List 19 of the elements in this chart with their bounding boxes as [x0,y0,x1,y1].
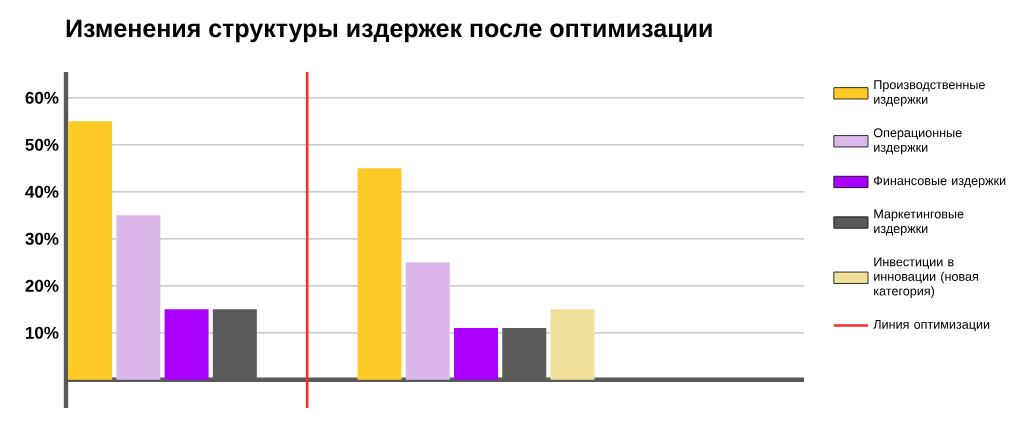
y-tick-label: 60% [25,91,59,104]
y-tick-label: 50% [25,138,59,151]
y-tick-label: 40% [25,185,59,198]
legend-label: Инвестиции в инновации (новая категория) [874,257,978,298]
bar [116,215,161,380]
bar [405,262,450,380]
bar [357,168,402,380]
y-tick-label: 30% [25,232,59,245]
y-tick-label: 10% [25,326,59,339]
bar [454,328,499,380]
legend-label: Маркетинговые издержки [874,209,964,236]
y-tick-label: 20% [25,279,59,292]
chart-title: Изменения структуры издержек после оптимизации [66,19,712,43]
legend-label: Финансовые издержки [874,176,1006,188]
bar [550,309,595,380]
legend-label: Производственные издержки [874,80,985,107]
bar [164,309,209,380]
text: Линия оптимизации [873,319,990,332]
legend-label: Операционные издержки [873,128,962,155]
